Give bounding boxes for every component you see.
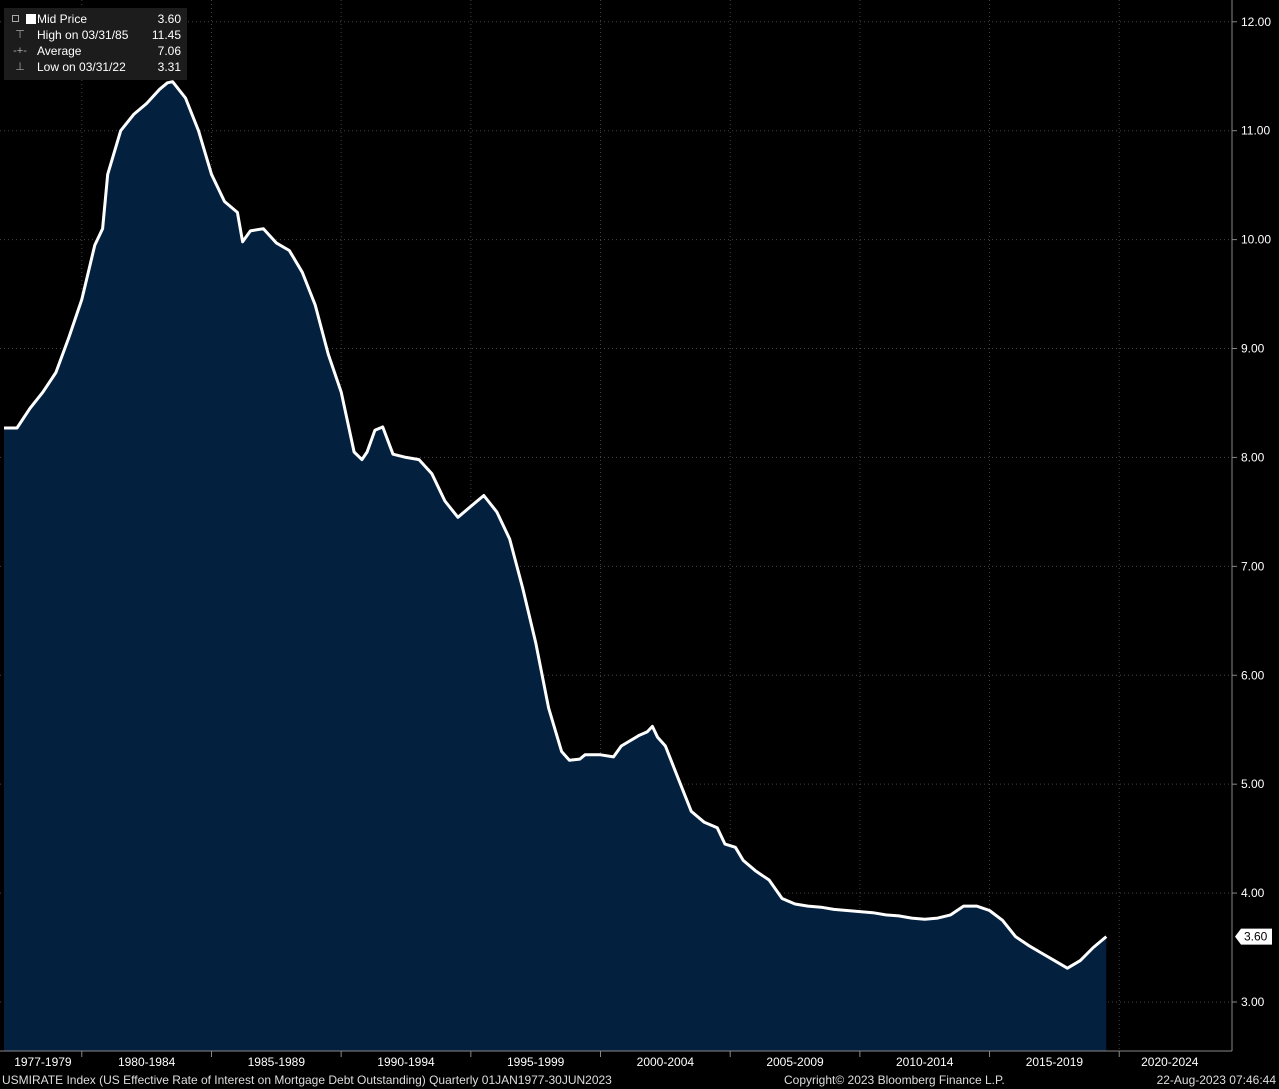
high-marker-icon: ⊤ [15,29,25,41]
legend-mid-price[interactable]: Mid Price 3.60 [4,11,187,27]
index-description: USMIRATE Index (US Effective Rate of Int… [2,1073,612,1087]
legend-label: High on 03/31/85 [37,28,129,42]
y-tick-label: 9.00 [1241,342,1265,356]
x-tick-label: 2005-2009 [766,1055,824,1069]
series-swatch-icon [26,14,36,24]
area-fill [4,81,1107,1051]
x-tick-label: 1985-1989 [248,1055,306,1069]
footer: USMIRATE Index (US Effective Rate of Int… [0,1072,1279,1089]
legend-low: ⊥ Low on 03/31/22 3.31 [4,59,187,75]
y-tick-label: 12.00 [1241,15,1271,29]
x-tick-label: 2000-2004 [637,1055,695,1069]
y-tick-label: 5.00 [1241,777,1265,791]
x-axis: 1977-1979 1980-1984 1985-1989 1990-1994 1995… [0,1050,1232,1069]
y-tick-label: 7.00 [1241,559,1265,573]
y-axis: 12.00 11.00 10.00 9.00 8.00 7.00 6.00 5.00 4.00 3… [1231,0,1271,1051]
last-value-text: 3.60 [1244,930,1268,944]
copyright: Copyright© 2023 Bloomberg Finance L.P. [784,1073,1005,1087]
legend-value: 7.06 [157,44,181,58]
legend-value: 3.31 [157,60,181,74]
x-tick-label: 2020-2024 [1141,1055,1199,1069]
y-tick-label: 3.00 [1241,995,1265,1009]
y-tick-label: 6.00 [1241,668,1265,682]
average-marker-icon: -+- [13,45,27,57]
last-value-tag: 3.60 [1235,928,1272,945]
x-tick-label: 1990-1994 [377,1055,435,1069]
timestamp: 22-Aug-2023 07:46:44 [1156,1073,1276,1087]
collapse-icon[interactable] [12,15,19,22]
legend-label: Mid Price [37,12,88,26]
legend-high: ⊤ High on 03/31/85 11.45 [4,27,187,43]
y-tick-label: 4.00 [1241,886,1265,900]
x-tick-label: 1977-1979 [14,1055,72,1069]
low-marker-icon: ⊥ [15,61,25,73]
series-line [4,80,1108,970]
y-tick-label: 11.00 [1241,124,1270,138]
legend-value: 11.45 [151,28,181,42]
last-value-box [1235,928,1272,945]
x-tick-label: 1995-1999 [507,1055,565,1069]
legend-label: Average [37,44,82,58]
legend-label: Low on 03/31/22 [37,60,126,74]
x-tick-label: 2010-2014 [896,1055,954,1069]
y-tick-label: 10.00 [1241,233,1271,247]
x-tick-label: 1980-1984 [118,1055,176,1069]
x-tick-label: 2015-2019 [1026,1055,1084,1069]
legend: Mid Price 3.60 ⊤ High on 03/31/85 11.45 … [4,8,187,80]
y-tick-label: 8.00 [1241,450,1265,464]
legend-average: -+- Average 7.06 [4,43,187,59]
legend-value: 3.60 [157,12,181,26]
